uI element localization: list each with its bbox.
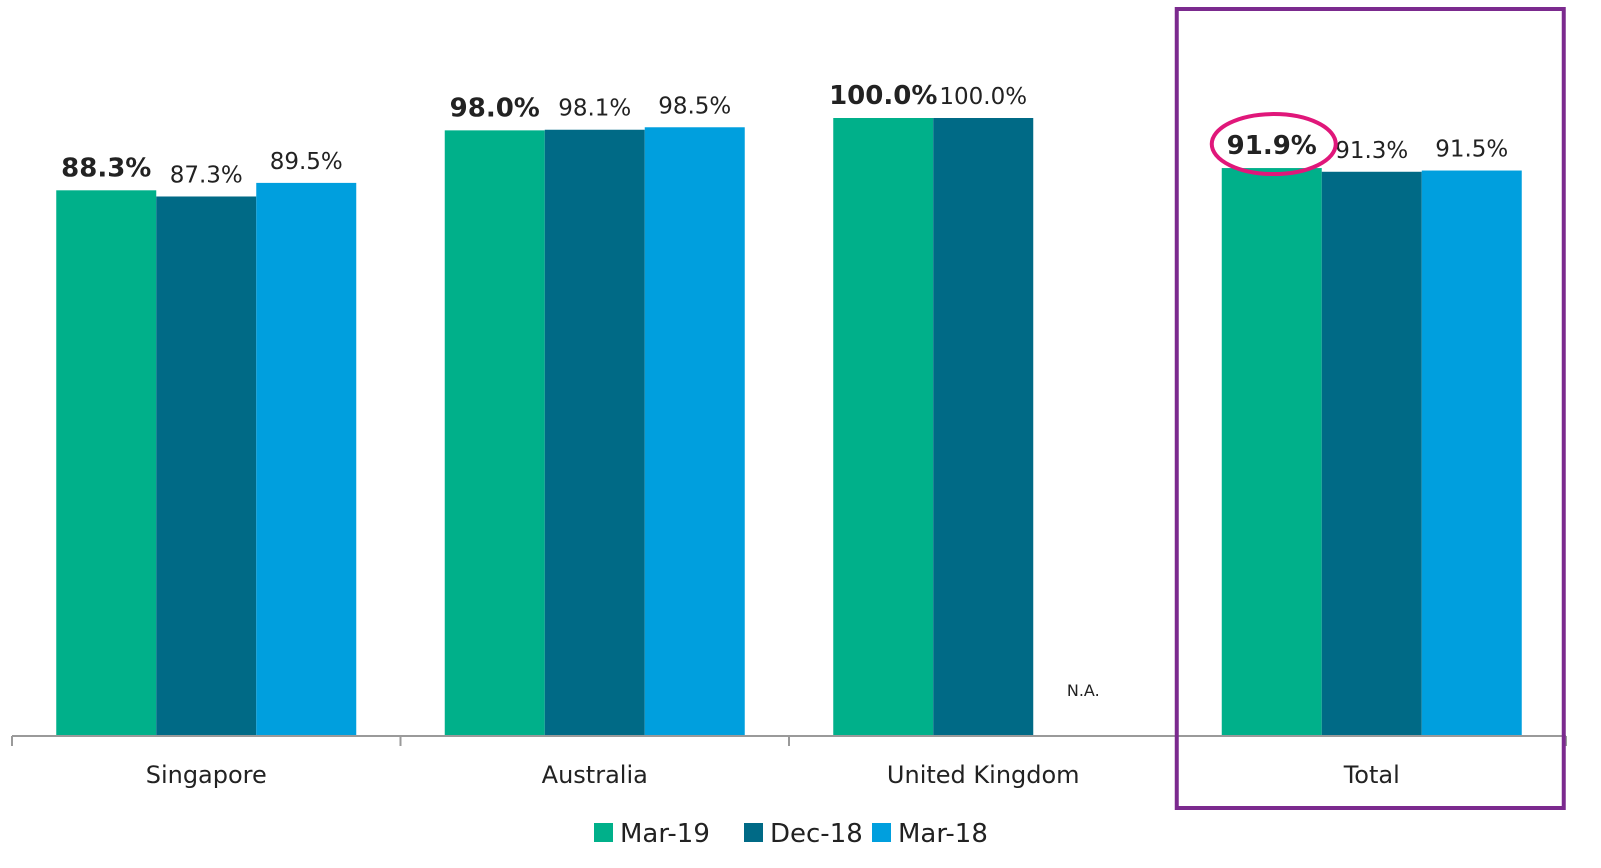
bar-australia-mar-19 [444,130,545,737]
bars-layer [56,118,1522,737]
data-label-singapore-dec-18: 87.3% [170,162,243,188]
legend: Mar-19 Dec-18 Mar-18 [594,819,988,849]
legend-swatch-mar-18 [872,823,891,842]
bar-australia-dec-18 [544,129,645,736]
bar-total-mar-18 [1421,170,1522,736]
legend-swatch-mar-19 [594,823,613,842]
highlight-box [1174,7,1566,810]
tick-label-singapore: Singapore [146,761,267,789]
bar-united-kingdom-mar-19 [833,118,934,736]
bar-australia-mar-18 [644,127,745,736]
data-label-australia-dec-18: 98.1% [558,96,631,122]
data-label-total-mar-18: 91.5% [1435,137,1508,163]
legend-label-mar-19: Mar-19 [620,819,710,849]
na-label-united-kingdom-mar-18: N.A. [1067,681,1100,700]
tick-label-australia: Australia [542,761,648,789]
bar-singapore-mar-18 [256,182,357,736]
bar-united-kingdom-dec-18 [933,118,1034,736]
legend-label-dec-18: Dec-18 [770,819,863,849]
legend-label-mar-18: Mar-18 [898,819,988,849]
highlight-circle [1209,112,1338,177]
data-label-singapore-mar-19: 88.3% [61,153,151,183]
data-label-australia-mar-18: 98.5% [658,93,731,119]
tick-label-total: Total [1343,761,1400,789]
bar-total-mar-19 [1221,168,1322,737]
legend-swatch-dec-18 [744,823,763,842]
tick-label-united-kingdom: United Kingdom [887,761,1080,789]
bar-singapore-dec-18 [156,196,257,737]
data-label-total-mar-19: 91.9% [1227,131,1317,161]
x-axis: Singapore Australia United Kingdom Total [11,735,1567,789]
bar-singapore-mar-19 [56,190,157,736]
data-labels-layer: 88.3% 87.3% 89.5% 98.0% 98.1% 98.5% 100.0% 100.… [61,81,1508,700]
data-label-australia-mar-19: 98.0% [450,93,540,123]
data-label-united-kingdom-dec-18: 100.0% [939,84,1027,110]
total-highlight [1174,7,1566,810]
data-label-singapore-mar-18: 89.5% [270,149,343,175]
data-label-total-dec-18: 91.3% [1335,138,1408,164]
data-label-united-kingdom-mar-19: 100.0% [829,81,937,111]
bar-total-dec-18 [1321,171,1422,737]
